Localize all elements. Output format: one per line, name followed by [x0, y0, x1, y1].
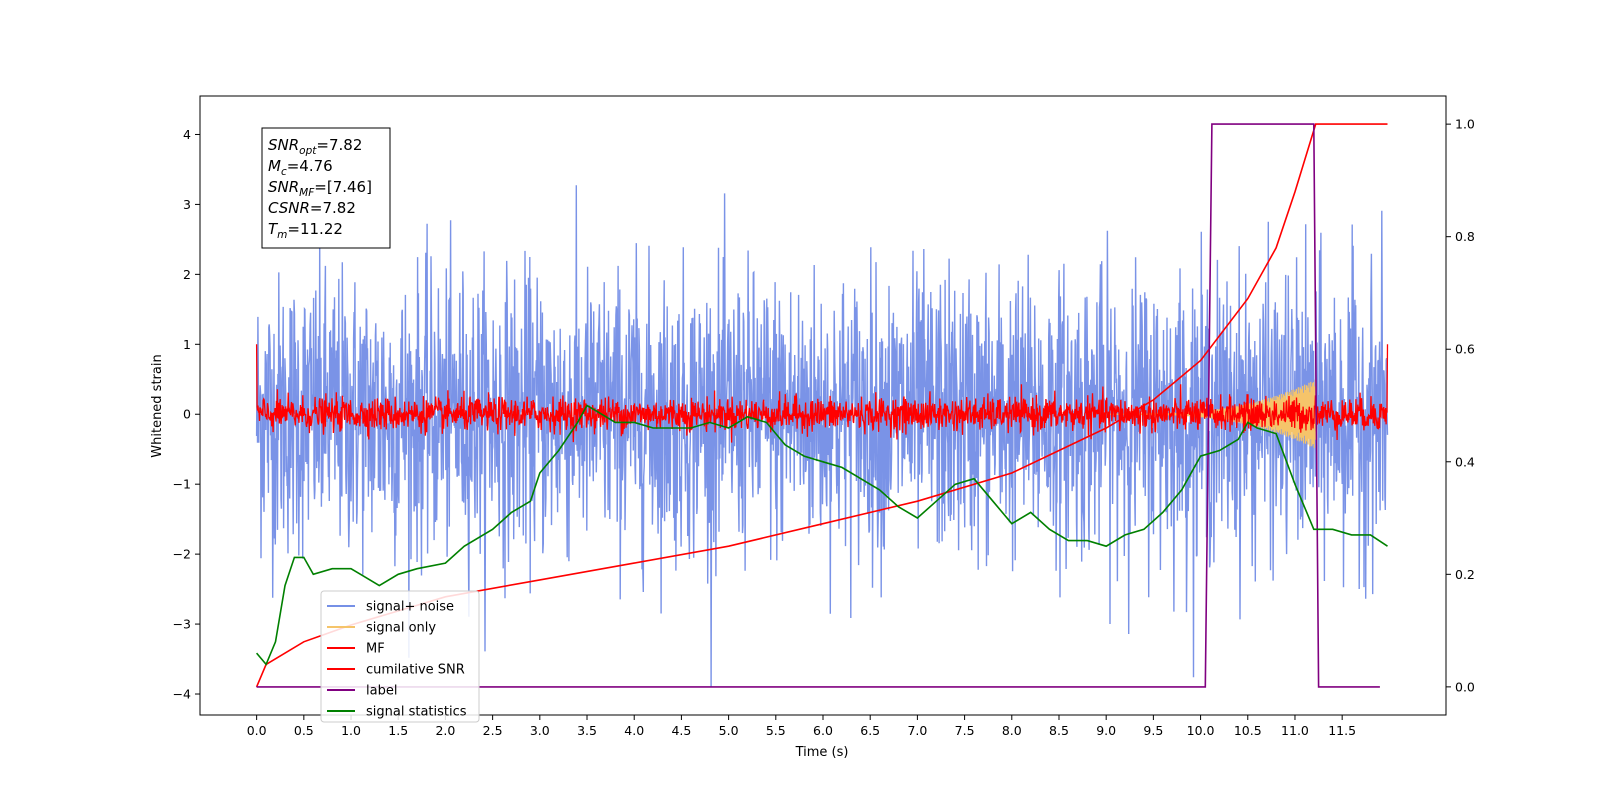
- legend-label: cumilative SNR: [366, 663, 465, 678]
- y-tick-label-right: 0.8: [1455, 229, 1475, 244]
- legend-label: signal statistics: [366, 705, 467, 720]
- y-tick-label-left: 1: [183, 337, 191, 352]
- legend-label: MF: [366, 642, 385, 657]
- x-tick-label: 7.5: [955, 723, 975, 738]
- x-tick-label: 4.5: [671, 723, 691, 738]
- y-tick-label-left: 0: [183, 407, 191, 422]
- x-axis-label: Time (s): [795, 745, 849, 760]
- x-tick-label: 5.0: [719, 723, 739, 738]
- y-tick-label-left: −4: [173, 687, 191, 702]
- x-tick-label: 11.5: [1328, 723, 1356, 738]
- x-tick-label: 6.0: [813, 723, 833, 738]
- info-box-frame: [261, 127, 391, 249]
- x-tick-label: 8.0: [1002, 723, 1022, 738]
- y-axis-left: 4 3 2 1 0 −1 −2 −3 −4: [173, 127, 200, 702]
- info-line: SNRopt=7.82: [268, 136, 362, 157]
- series-signal-noise: [255, 185, 1389, 688]
- info-line: Tm=11.22: [268, 220, 343, 241]
- x-tick-label: 10.5: [1234, 723, 1262, 738]
- y-tick-label-right: 0.2: [1455, 567, 1475, 582]
- y-tick-label-left: −1: [173, 477, 191, 492]
- series-signal-statistics: [255, 404, 1388, 666]
- x-tick-label: 0.0: [247, 723, 267, 738]
- x-axis: 0.0 0.5 1.0 1.5 2.0 2.5 3.0 3.5 4.0 4.5 5.0 5.5 6.0 6…: [247, 715, 1356, 738]
- y-tick-label-right: 0.4: [1455, 454, 1475, 469]
- y-tick-label-right: 1.0: [1455, 117, 1475, 132]
- x-tick-label: 2.5: [483, 723, 503, 738]
- x-tick-label: 1.0: [341, 723, 361, 738]
- y-tick-label-left: 4: [183, 127, 191, 142]
- x-tick-label: 8.5: [1049, 723, 1069, 738]
- x-tick-label: 7.0: [907, 723, 927, 738]
- legend-label: label: [366, 684, 397, 699]
- x-tick-label: 0.5: [294, 723, 314, 738]
- y-axis-label: Whitened strain: [150, 354, 165, 457]
- y-tick-label-left: 2: [183, 267, 191, 282]
- series-label: [256, 123, 1380, 688]
- y-tick-label-left: −3: [173, 617, 191, 632]
- y-tick-label-right: 0.0: [1455, 679, 1475, 694]
- x-tick-label: 6.5: [860, 723, 880, 738]
- info-line: Mc=4.76: [268, 157, 333, 178]
- x-tick-label: 3.0: [530, 723, 550, 738]
- y-tick-label-right: 0.6: [1455, 342, 1475, 357]
- x-tick-label: 1.5: [388, 723, 408, 738]
- y-tick-label-left: −2: [173, 547, 191, 562]
- legend-frame: [320, 590, 480, 723]
- y-tick-label-left: 3: [183, 197, 191, 212]
- x-tick-label: 11.0: [1281, 723, 1309, 738]
- info-line: CSNR=7.82: [268, 199, 356, 217]
- x-tick-label: 3.5: [577, 723, 597, 738]
- x-tick-label: 2.0: [435, 723, 455, 738]
- x-tick-label: 9.5: [1143, 723, 1163, 738]
- info-line: SNRMF=[7.46]: [268, 178, 372, 199]
- x-tick-label: 10.0: [1187, 723, 1215, 738]
- legend: signal+ noise signal only MF cumilative SNR…: [320, 590, 480, 723]
- y-axis-right: 0.0 0.2 0.4 0.6 0.8 1.0: [1446, 117, 1475, 694]
- legend-label: signal+ noise: [366, 600, 454, 615]
- series-mf: [255, 344, 1389, 443]
- x-tick-label: 4.0: [624, 723, 644, 738]
- legend-label: signal only: [366, 621, 436, 636]
- x-tick-label: 9.0: [1096, 723, 1116, 738]
- x-tick-label: 5.5: [766, 723, 786, 738]
